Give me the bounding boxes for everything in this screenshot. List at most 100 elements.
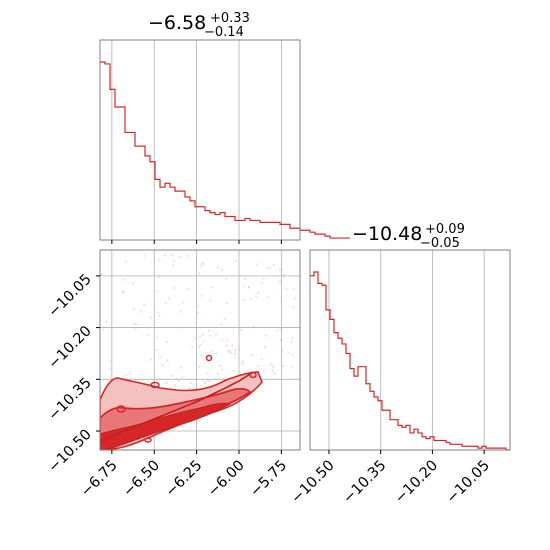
contour-sample-point [156,336,159,339]
contour-sample-point [182,301,185,304]
contour-sample-point [294,297,297,300]
contour-sample-point [229,350,232,353]
contour-sample-point [133,308,136,311]
hist-y-title-minus: −0.05 [420,236,460,251]
contour-sample-point [282,273,285,276]
contour-sample-point [225,277,228,280]
contour-island-1 [150,381,160,389]
contour-sample-point [221,368,224,371]
contour-sample-point [232,370,235,373]
contour-sample-point [271,369,274,372]
contour-sample-point [179,366,182,369]
contour-sample-point [210,350,213,353]
contour-sample-point [143,303,146,306]
contour-sample-point [209,299,212,302]
contour-y-tick-label: −10.20 [46,323,95,372]
hist-x-title-value: −6.58 [148,12,206,34]
contour-sample-point [222,377,225,380]
contour-sample-point [109,360,112,363]
contour-sample-point [156,290,159,293]
contour-sample-point [158,314,161,317]
contour-sample-point [128,372,131,375]
hist-x-gridlines [111,40,282,240]
contour-sample-point [206,372,209,375]
contour-sample-point [174,384,177,387]
contour-y-tick-label: −10.35 [46,375,95,424]
contour-sample-point [150,316,153,319]
contour-sample-point [204,382,207,385]
contour-sample-point [242,360,245,363]
contour-sample-point [200,354,203,357]
contour-sample-point [105,320,108,323]
contour-sample-point [179,326,182,329]
contour-sample-point [200,294,203,297]
contour-sample-point [197,311,200,314]
hist-x-panel: −6.58 +0.33 −0.14 [99,11,350,244]
contour-sample-point [215,333,218,336]
contour-x-tick-label: −6.25 [163,458,206,501]
hist-x-title-plus: +0.33 [210,11,250,26]
contour-sample-point [234,259,237,262]
hist-y-frame [309,249,511,451]
contour-sample-point [199,343,202,346]
contour-sample-point [199,335,202,338]
contour-y-tick-label: −10.50 [46,427,95,476]
contour-sample-point [243,285,246,288]
contour-sample-point [262,369,265,372]
contour-sample-point [164,381,167,384]
hist-y-tick-label: −10.50 [289,458,338,507]
contour-sample-point [194,337,197,340]
contour-sample-point [221,338,224,341]
contour-sample-point [264,334,267,337]
contour-sample-point [202,340,205,343]
contour-sample-point [291,337,294,340]
contour-sample-point [166,359,169,362]
contour-sample-point [159,356,162,359]
contour-sample-point [252,325,255,328]
contour-sample-point [230,352,233,355]
contour-sample-point [122,278,125,281]
contour-sample-point [165,381,168,384]
contour-sample-point [190,382,193,385]
contour-sample-point [186,255,189,258]
hist-y-tick-label: −10.20 [392,458,441,507]
contour-sample-point [215,352,218,355]
contour-sample-point [171,374,174,377]
contour-sample-point [125,374,128,377]
contour-sample-point [255,295,258,298]
contour-sample-point [201,333,204,336]
contour-sample-point [179,310,182,313]
contour-sample-point [124,260,127,263]
contour-sample-point [171,264,174,267]
contour-sample-point [290,340,293,343]
contour-sample-point [291,353,294,356]
contour-sample-point [121,290,124,293]
contour-sample-point [158,258,161,261]
hist-y-panel: −10.50 −10.35 −10.20 −10.05 −10.48 +0.09 −0… [289,222,511,507]
contour-sample-point [213,378,216,381]
contour-sample-point [177,379,180,382]
contour-x-tick-label: −6.50 [120,458,163,501]
hist-y-title-value: −10.48 [352,223,422,245]
contour-sample-point [272,264,275,267]
contour-sample-point [278,268,281,271]
contour-sample-point [269,267,272,270]
contour-sample-point [117,326,120,329]
contour-sample-point [226,349,229,352]
contour-sample-point [226,302,229,305]
contour-sample-point [122,291,125,294]
contour-sample-point [280,279,283,282]
hist-y-title-plus: +0.09 [425,222,465,237]
contour-sample-point [203,381,206,384]
hist-y-gridlines [328,250,485,450]
contour-ridge-line [100,371,253,443]
contour-sample-point [262,277,265,280]
contour-sample-point [292,287,295,290]
contour-sample-point [198,365,201,368]
contour-sample-point [181,376,184,379]
contour-sample-point [249,297,252,300]
contour-density-region [100,354,263,450]
contour-sample-point [187,287,190,290]
hist-y-tick-label: −10.05 [444,458,493,507]
contour-island-4 [144,437,152,443]
